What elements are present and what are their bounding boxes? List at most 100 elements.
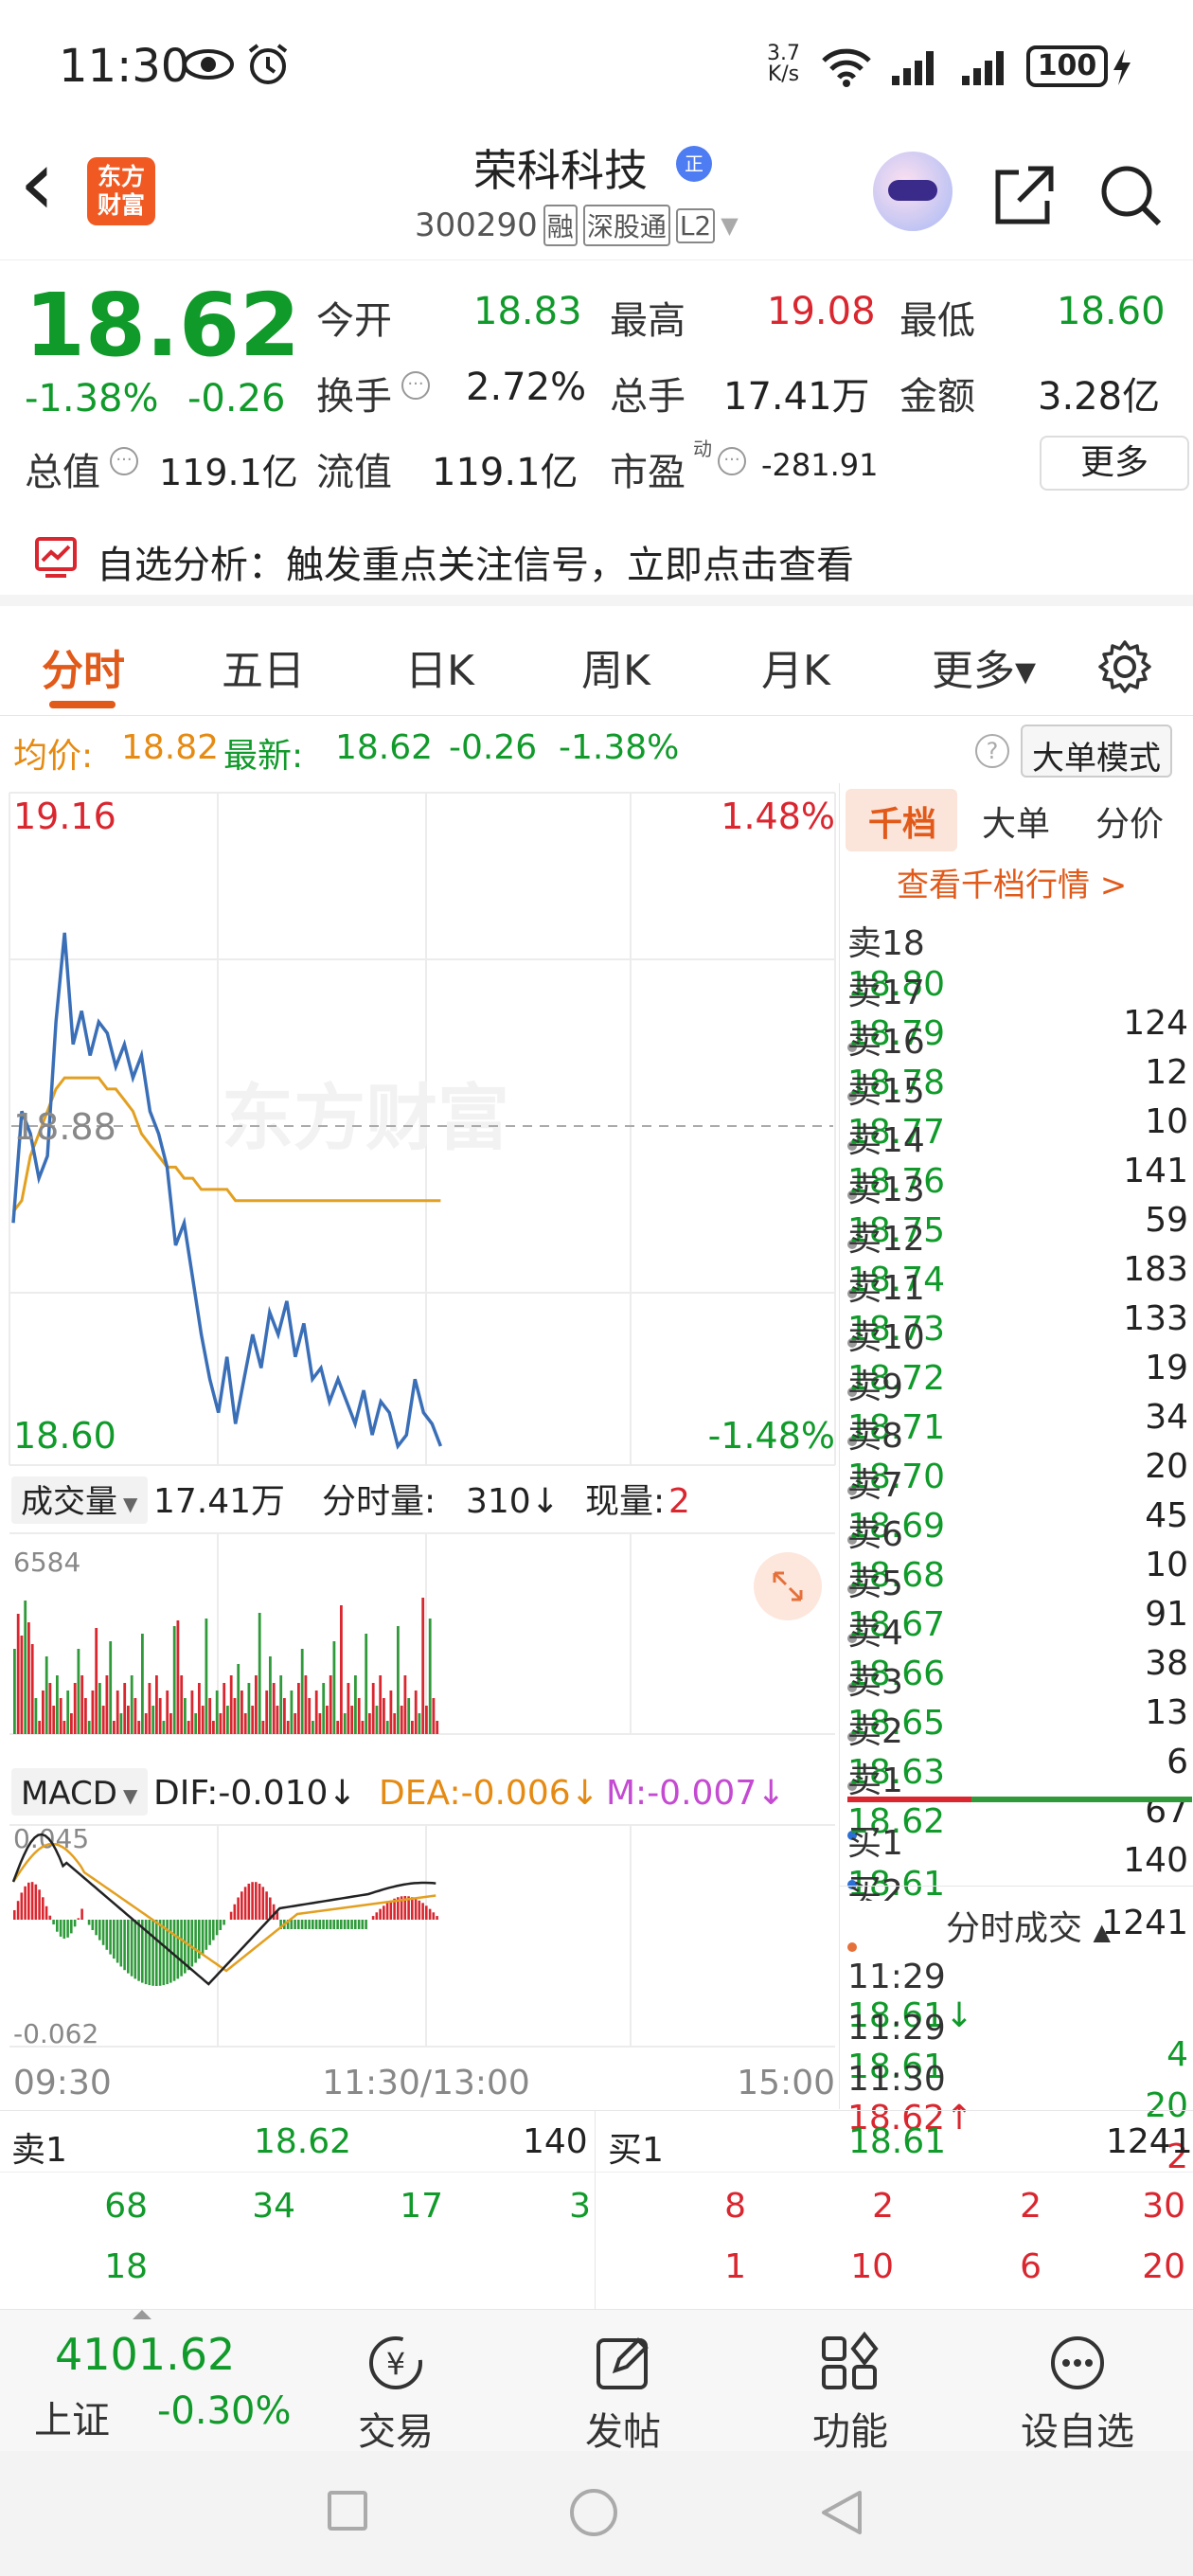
buy-queue-item: 8 [724,2187,746,2226]
volume-bar [166,1690,169,1734]
ask-row[interactable]: 卖1 18.62 140 [847,1753,1188,1889]
macd-bar [432,1912,436,1920]
ask-row[interactable]: 卖8 18.70 45 [847,1408,1188,1545]
back-triangle-icon[interactable] [818,2487,865,2538]
ask-row[interactable]: 卖17 18.79 12 [847,965,1188,1101]
chevron-down-icon[interactable]: ▼ [721,212,739,239]
ask-dot [847,1190,857,1200]
ask-level-label: 卖7 [847,1466,903,1505]
ask-row[interactable]: 卖13 18.75 183 [847,1162,1188,1298]
recents-button[interactable] [328,2491,367,2531]
avg-price-bar: 均价: 18.82 最新: 18.62 -0.26 -1.38% ? 大单模式 [0,717,1193,783]
tab-monthly-k[interactable]: 月K [761,647,830,695]
thousand-levels-link[interactable]: 查看千档行情 > [897,867,1128,904]
ask-volume: 10 [1145,1102,1188,1141]
ask-row[interactable]: 卖6 18.68 91 [847,1507,1188,1643]
macd-bar [340,1920,343,1929]
nav-functions[interactable]: 功能 [775,2331,926,2456]
macd-bar [52,1920,55,1924]
ask-dot [847,1634,857,1643]
chevron-down-icon[interactable]: ▼ [123,1493,138,1515]
ask-row[interactable]: 卖16 18.78 10 [847,1014,1188,1151]
macd-selector-bg[interactable] [11,1768,148,1816]
info-icon[interactable]: ··· [718,447,746,475]
volume-selector[interactable]: 成交量 [21,1483,117,1521]
back-button[interactable]: ‹ [19,130,56,236]
big-order-mode-button[interactable]: 大单模式 [1021,724,1172,778]
ask-price: 18.78 [847,1064,946,1102]
ask-row[interactable]: 卖11 18.73 19 [847,1261,1188,1397]
volume-bar [347,1683,350,1734]
chevron-down-icon[interactable]: ▼ [123,1784,138,1807]
tab-intraday[interactable]: 分时 [42,647,125,695]
more-button[interactable]: 更多 [1040,436,1189,491]
volume-total: 17.41万 [153,1482,285,1521]
expand-button[interactable] [754,1552,822,1620]
share-icon[interactable] [990,161,1059,229]
ask-row[interactable]: 卖4 18.66 13 [847,1605,1188,1742]
ask-volume: 13 [1145,1693,1188,1732]
ask-row[interactable]: 卖9 18.71 20 [847,1359,1188,1495]
analysis-banner[interactable]: 自选分析：触发重点关注信号，立即点击查看 [0,511,1193,606]
buy-queue-item: 2 [1020,2187,1042,2226]
macd-bar [279,1920,282,1929]
volume-bar [397,1626,400,1734]
index-name[interactable]: 上证 [34,2399,110,2442]
bid-row[interactable]: 买218.602958 [847,1865,1188,1901]
tab-weekly-k[interactable]: 周K [581,647,650,695]
intraday-chart-area[interactable]: 东方财富 19.16 1.48% 18.88 18.60 -1.48% 成交量 … [0,783,838,2109]
tab-daily-k[interactable]: 日K [405,647,474,695]
search-icon[interactable] [1096,161,1165,229]
macd-bar [326,1920,329,1929]
tab-more[interactable]: 更多▾ [932,647,1037,695]
ask-row[interactable]: 卖15 18.77 141 [847,1064,1188,1200]
bid-row[interactable]: 买1 18.61 1241 [847,1816,1188,1952]
nav-trade[interactable]: ¥ 交易 [320,2331,472,2456]
index-value[interactable]: 4101.62 [55,2329,236,2380]
volume-bar [70,1713,73,1734]
info-icon[interactable]: ··· [401,371,430,400]
trade-price: 18.61↓ [847,1996,974,2035]
latest-change-pct: -1.38% [559,728,680,767]
ask-price: 18.73 [847,1310,946,1349]
volume-selector-bg[interactable] [11,1476,148,1524]
help-icon[interactable]: ? [975,734,1009,768]
tab-big-orders[interactable]: 大单 [982,805,1051,844]
tick-volume-label: 分时量: [322,1482,436,1521]
ask-row[interactable]: 卖14 18.76 59 [847,1113,1188,1249]
volume-bar [137,1721,141,1734]
home-button[interactable] [570,2489,617,2536]
macd-bar [155,1920,158,1986]
nav-post[interactable]: 发帖 [547,2331,699,2456]
ask-row[interactable]: 卖2 18.63 67 [847,1704,1188,1840]
tab-5day[interactable]: 五日 [222,647,305,695]
macd-bar [201,1920,205,1955]
app-logo[interactable]: 东方 财富 [87,157,155,225]
macd-bar [219,1920,223,1930]
pct-low-label: -1.48% [708,1415,835,1457]
trades-title[interactable]: 分时成交 ▲ [946,1909,1111,1948]
tab-thousand-levels[interactable]: 千档 [868,805,937,844]
ask-row[interactable]: 卖5 18.67 38 [847,1556,1188,1692]
ask-row[interactable]: 卖12 18.74 133 [847,1211,1188,1348]
volume-bar [265,1690,269,1734]
tab-price-distribution[interactable]: 分价 [1095,805,1165,844]
info-icon[interactable]: ··· [110,447,138,475]
index-change[interactable]: -0.30% [157,2389,292,2433]
ask-row[interactable]: 卖3 18.65 6 [847,1655,1188,1791]
assistant-robot-icon[interactable] [873,152,953,231]
ask-row[interactable]: 卖10 18.72 34 [847,1310,1188,1446]
settings-gear-icon[interactable] [1096,638,1153,695]
macd-bar [45,1905,48,1920]
macd-selector[interactable]: MACD [21,1775,117,1813]
volume-bar [379,1675,383,1734]
nav-add-watchlist[interactable]: 设自选 [1002,2331,1153,2456]
intraday-chart[interactable]: 东方财富 19.16 1.48% 18.88 18.60 -1.48% 成交量 … [0,783,838,2109]
stat-label-float: 流值 [316,451,392,494]
stat-label-amount: 金额 [899,375,975,419]
macd-dif-line [11,1833,436,1986]
avg-label: 均价: [13,737,94,776]
ask-dot [847,1387,857,1397]
ask-row[interactable]: 卖18 18.80 124 [847,916,1188,1052]
ask-row[interactable]: 卖7 18.69 10 [847,1458,1188,1594]
